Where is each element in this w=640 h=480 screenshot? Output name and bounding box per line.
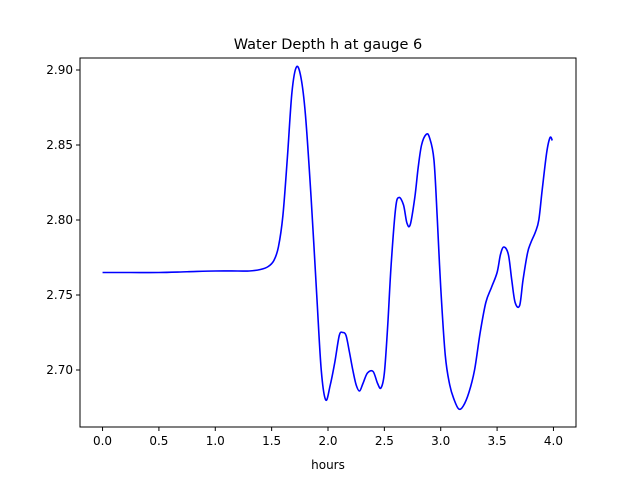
x-tick-label: 4.0 [544,434,563,448]
chart-title: Water Depth h at gauge 6 [234,37,422,53]
axis-ticks: 0.0 0.5 1.0 1.5 2.0 2.5 3.0 3.5 4.0 2.70 2.75 2.80 2… [46,63,563,448]
y-tick-label: 2.70 [46,363,73,377]
x-tick-label: 0.0 [93,434,112,448]
x-tick-label: 2.5 [375,434,394,448]
axes-frame [79,57,577,428]
y-tick-label: 2.80 [46,213,73,227]
x-tick-label: 3.0 [431,434,450,448]
plot-area [102,65,554,411]
y-tick-label: 2.90 [46,63,73,77]
y-tick-label: 2.75 [46,288,73,302]
x-axis-label: hours [311,458,345,472]
x-tick-label: 0.5 [149,434,168,448]
series-line [102,65,554,411]
y-tick-label: 2.85 [46,138,73,152]
x-tick-label: 3.5 [488,434,507,448]
x-tick-label: 2.0 [318,434,337,448]
x-tick-label: 1.5 [262,434,281,448]
x-tick-label: 1.0 [206,434,225,448]
